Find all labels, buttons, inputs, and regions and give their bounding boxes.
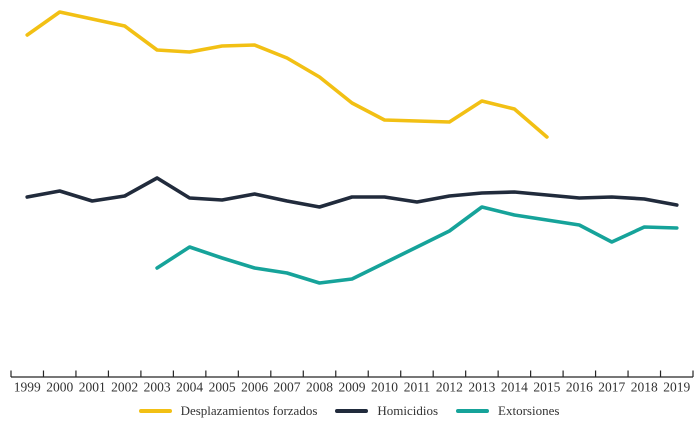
- legend-item-desplazamientos-forzados: Desplazamientos forzados: [138, 403, 318, 419]
- x-axis-label: 2002: [111, 380, 138, 395]
- legend-item-extorsiones: Extorsiones: [456, 403, 559, 419]
- legend-swatch-desplazamientos-forzados: [138, 409, 172, 413]
- x-axis-label: 2017: [598, 380, 625, 395]
- series-line-extorsiones: [155, 205, 679, 285]
- legend-label-extorsiones: Extorsiones: [498, 403, 560, 418]
- x-axis-label: 2006: [241, 380, 268, 395]
- legend-item-homicidios: Homicidios: [335, 403, 438, 419]
- x-axis-label: 1999: [14, 380, 41, 395]
- legend-label-desplazamientos-forzados: Desplazamientos forzados: [180, 403, 318, 418]
- x-axis-label: 2012: [436, 380, 463, 395]
- series-line-desplazamientos-forzados: [25, 10, 549, 139]
- series-line-homicidios: [25, 176, 679, 209]
- x-axis-label: 2016: [566, 380, 593, 395]
- x-axis-label: 2019: [663, 380, 690, 395]
- x-axis-label: 2003: [144, 380, 171, 395]
- x-axis-label: 2009: [339, 380, 366, 395]
- legend-swatch-homicidios: [335, 409, 369, 413]
- legend-label-homicidios: Homicidios: [377, 403, 439, 418]
- legend-swatch-extorsiones: [456, 409, 490, 413]
- x-axis-label: 2004: [176, 380, 203, 395]
- x-axis-label: 2011: [404, 380, 431, 395]
- x-axis-label: 2007: [274, 380, 301, 395]
- chart-legend: Desplazamientos forzados Homicidios Exto…: [0, 401, 698, 421]
- x-axis-label: 2000: [46, 380, 73, 395]
- x-axis-label: 2010: [371, 380, 398, 395]
- x-axis-label: 2001: [79, 380, 106, 395]
- x-axis-label: 2014: [501, 380, 528, 395]
- x-axis-label: 2018: [631, 380, 658, 395]
- x-axis-label: 2013: [468, 380, 495, 395]
- x-axis-label: 2005: [209, 380, 236, 395]
- x-axis-label: 2015: [533, 380, 560, 395]
- x-axis-label: 2008: [306, 380, 333, 395]
